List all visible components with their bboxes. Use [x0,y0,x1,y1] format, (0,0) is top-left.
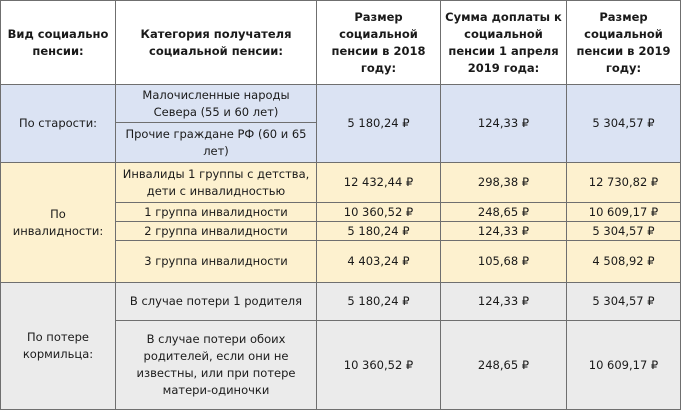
pension-2019-cell: 5 304,57 ₽ [566,221,681,241]
category-cell: Инвалиды 1 группы с детства, дети с инва… [115,162,317,203]
pension-2019-cell: 10 609,17 ₽ [566,202,681,222]
category-cell: 2 группа инвалидности [115,221,317,241]
pension-2018-cell: 5 180,24 ₽ [316,221,441,241]
header-supplement-2019: Сумма доплаты к социальной пенсии 1 апре… [440,0,567,85]
pension-2019-cell: 5 304,57 ₽ [566,282,681,321]
supplement-cell: 124,33 ₽ [440,84,567,163]
table-row: 1 группа инвалидности 10 360,52 ₽ 248,65… [0,202,681,222]
pension-type-survivor: По потере кормильца: [0,282,116,410]
pension-2018-cell: 5 180,24 ₽ [316,282,441,321]
header-row: Вид социально пенсии: Категория получате… [0,0,681,85]
header-recipient-category: Категория получателя социальной пенсии: [115,0,317,85]
pension-2018-cell: 4 403,24 ₽ [316,240,441,283]
table-row: 2 группа инвалидности 5 180,24 ₽ 124,33 … [0,221,681,241]
supplement-cell: 248,65 ₽ [440,320,567,410]
pension-2018-cell: 12 432,44 ₽ [316,162,441,203]
pension-2019-cell: 4 508,92 ₽ [566,240,681,283]
category-cell: 1 группа инвалидности [115,202,317,222]
supplement-cell: 105,68 ₽ [440,240,567,283]
supplement-cell: 298,38 ₽ [440,162,567,203]
category-cell: В случае потери обоих родителей, если он… [115,320,317,410]
pension-type-old-age: По старости: [0,84,116,163]
supplement-cell: 124,33 ₽ [440,221,567,241]
table-row: По потере кормильца: В случае потери 1 р… [0,282,681,410]
pension-type-disability: По инвалидности: [0,162,116,283]
header-pension-2018: Размер социальной пенсии в 2018 году: [316,0,441,85]
category-cell: В случае потери 1 родителя [115,282,317,321]
category-cell: Прочие граждане РФ (60 и 65 лет) [115,122,317,163]
category-cell: 3 группа инвалидности [115,240,317,283]
header-pension-type: Вид социально пенсии: [0,0,116,85]
category-cell: Малочисленные народы Севера (55 и 60 лет… [115,84,317,123]
pension-2019-cell: 5 304,57 ₽ [566,84,681,163]
table-row: По инвалидности: Инвалиды 1 группы с дет… [0,162,681,283]
pension-2019-cell: 10 609,17 ₽ [566,320,681,410]
table-row: По старости: Малочисленные народы Севера… [0,84,681,163]
pension-2019-cell: 12 730,82 ₽ [566,162,681,203]
supplement-cell: 124,33 ₽ [440,282,567,321]
supplement-cell: 248,65 ₽ [440,202,567,222]
header-pension-2019: Размер социальной пенсии в 2019 году: [566,0,681,85]
pension-2018-cell: 5 180,24 ₽ [316,84,441,163]
pension-2018-cell: 10 360,52 ₽ [316,320,441,410]
pension-2018-cell: 10 360,52 ₽ [316,202,441,222]
